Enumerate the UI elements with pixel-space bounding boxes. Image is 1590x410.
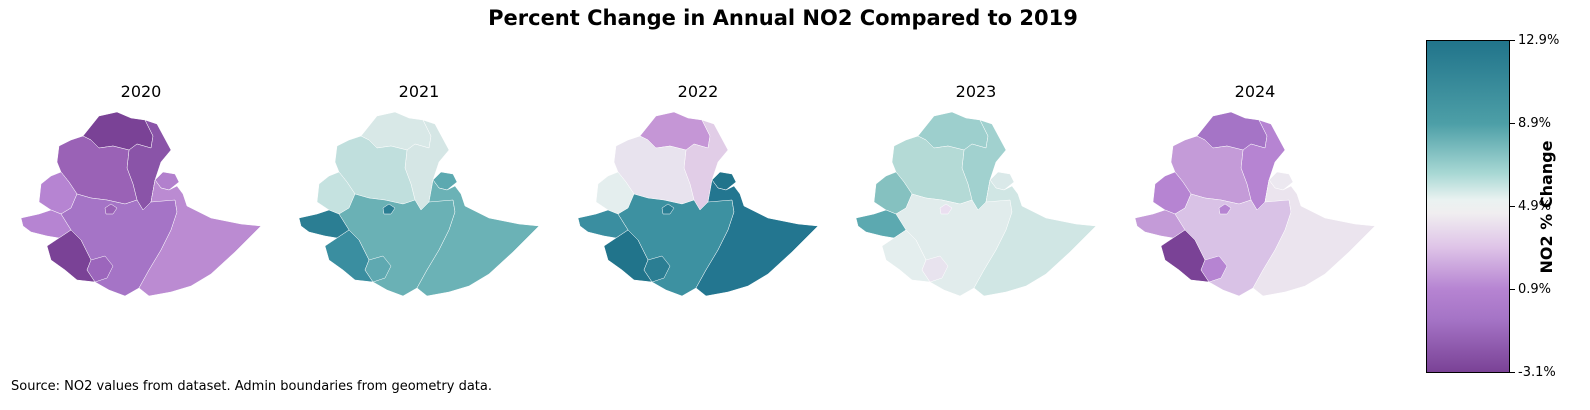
region-addis-ababa (382, 203, 396, 215)
colorbar-tick-label: 0.9% (1518, 282, 1552, 297)
region-sidama (643, 255, 671, 283)
map-panel-2022 (577, 111, 819, 297)
panel-title-2021: 2021 (398, 82, 440, 101)
colorbar (1426, 40, 1510, 373)
colorbar-tick (1510, 289, 1515, 290)
colorbar-tick-label: 8.9% (1518, 116, 1552, 131)
region-sidama (1200, 255, 1228, 283)
region-sidama (921, 255, 949, 283)
region-somali (973, 179, 1097, 297)
map-panel-2021 (298, 111, 540, 297)
region-addis-ababa (939, 203, 953, 215)
figure-title: Percent Change in Annual NO2 Compared to… (488, 6, 1078, 30)
panel-title-2024: 2024 (1234, 82, 1276, 101)
panel-title-2023: 2023 (955, 82, 997, 101)
map-panel-2023 (855, 111, 1097, 297)
colorbar-tick (1510, 40, 1515, 41)
region-addis-ababa (661, 203, 675, 215)
region-addis-ababa (104, 203, 118, 215)
map-panel-2020 (20, 111, 262, 297)
region-somali (138, 179, 262, 297)
source-note: Source: NO2 values from dataset. Admin b… (11, 379, 492, 394)
region-somali (416, 179, 540, 297)
colorbar-tick (1510, 123, 1515, 124)
colorbar-tick-label: -3.1% (1518, 365, 1556, 380)
region-sidama (364, 255, 392, 283)
colorbar-tick-label: 12.9% (1518, 33, 1560, 48)
colorbar-tick-label: 4.9% (1518, 199, 1552, 214)
panel-title-2020: 2020 (120, 82, 162, 101)
map-panel-2024 (1134, 111, 1376, 297)
region-sidama (86, 255, 114, 283)
region-addis-ababa (1218, 203, 1232, 215)
panel-title-2022: 2022 (677, 82, 719, 101)
region-somali (695, 179, 819, 297)
region-somali (1252, 179, 1376, 297)
colorbar-tick (1510, 206, 1515, 207)
colorbar-label: NO2 % Change (1537, 140, 1556, 274)
colorbar-tick (1510, 372, 1515, 373)
